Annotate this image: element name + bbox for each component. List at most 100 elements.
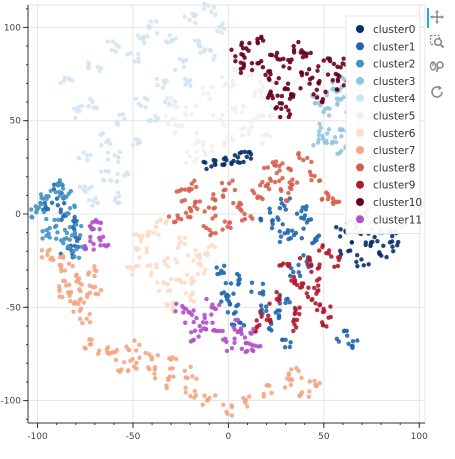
data-point-cluster6 (197, 252, 202, 258)
legend-label-cluster6[interactable]: cluster6 (373, 128, 416, 140)
data-point-cluster11 (104, 244, 109, 249)
box-zoom-tool-button[interactable] (426, 31, 448, 53)
data-point-cluster11 (181, 310, 186, 315)
legend-label-cluster11[interactable]: cluster11 (373, 214, 422, 226)
data-point-cluster4 (141, 34, 146, 39)
data-point-cluster1 (308, 217, 314, 222)
data-point-cluster0 (224, 157, 229, 163)
data-point-cluster4 (71, 106, 76, 111)
legend-label-cluster4[interactable]: cluster4 (373, 93, 416, 105)
legend-label-cluster2[interactable]: cluster2 (373, 59, 415, 71)
data-point-cluster11 (181, 305, 187, 311)
data-point-cluster6 (124, 265, 130, 270)
legend-label-cluster3[interactable]: cluster3 (373, 76, 415, 88)
data-point-cluster1 (264, 308, 269, 314)
data-point-cluster4 (77, 184, 83, 190)
data-point-cluster8 (260, 196, 265, 202)
wheel-zoom-tool-button[interactable] (426, 56, 448, 78)
data-point-cluster1 (276, 313, 282, 318)
data-point-cluster8 (263, 183, 268, 189)
data-point-cluster7 (39, 255, 45, 260)
data-point-cluster1 (288, 340, 293, 345)
data-point-cluster7 (145, 365, 151, 370)
data-point-cluster5 (200, 91, 206, 96)
data-point-cluster5 (249, 124, 254, 130)
data-point-cluster0 (361, 263, 366, 268)
data-point-cluster8 (261, 165, 267, 171)
data-point-cluster8 (277, 163, 282, 169)
data-point-cluster5 (209, 148, 215, 154)
legend-label-cluster9[interactable]: cluster9 (373, 180, 415, 192)
data-point-cluster6 (186, 253, 191, 258)
data-point-cluster7 (88, 341, 94, 347)
data-point-cluster10 (337, 74, 342, 79)
data-point-cluster4 (145, 34, 150, 39)
data-point-cluster10 (281, 64, 286, 69)
data-point-cluster7 (164, 385, 169, 391)
data-point-cluster3 (321, 109, 326, 115)
data-point-cluster11 (212, 327, 217, 333)
reset-tool-button[interactable] (426, 81, 448, 103)
refresh-icon (431, 85, 443, 98)
data-point-cluster4 (136, 56, 141, 61)
data-point-cluster5 (246, 132, 251, 137)
data-point-cluster3 (311, 142, 316, 148)
wheel-zoom-icon (429, 61, 444, 73)
data-point-cluster6 (206, 244, 212, 250)
data-point-cluster6 (151, 230, 157, 235)
data-point-cluster10 (341, 56, 346, 61)
data-point-cluster8 (211, 206, 216, 211)
data-point-cluster7 (229, 413, 235, 418)
legend-label-cluster0[interactable]: cluster0 (373, 24, 415, 36)
data-point-cluster10 (291, 92, 296, 97)
pan-tool-button[interactable] (426, 6, 448, 28)
data-point-cluster7 (62, 279, 68, 284)
data-point-cluster4 (156, 116, 161, 121)
data-point-cluster8 (297, 155, 302, 161)
data-point-cluster10 (265, 95, 271, 100)
data-point-cluster4 (196, 40, 202, 46)
data-point-cluster8 (280, 175, 285, 181)
data-point-cluster2 (30, 215, 35, 220)
data-point-cluster10 (335, 78, 341, 84)
data-point-cluster2 (40, 236, 45, 241)
data-point-cluster0 (244, 154, 249, 159)
legend-label-cluster8[interactable]: cluster8 (373, 162, 415, 174)
data-point-cluster1 (279, 201, 284, 206)
data-point-cluster1 (286, 236, 291, 242)
data-point-cluster2 (38, 200, 43, 206)
data-point-cluster1 (278, 234, 284, 239)
data-point-cluster4 (167, 33, 172, 38)
legend-label-cluster10[interactable]: cluster10 (373, 197, 422, 209)
data-point-cluster1 (51, 182, 57, 187)
y-tick-label: 0 (15, 210, 21, 220)
data-point-cluster11 (194, 315, 199, 321)
data-point-cluster2 (41, 209, 47, 215)
data-point-cluster11 (232, 327, 237, 332)
data-point-cluster4 (81, 150, 86, 155)
legend-label-cluster7[interactable]: cluster7 (373, 145, 415, 157)
data-point-cluster9 (299, 284, 305, 290)
data-point-cluster4 (102, 178, 107, 183)
data-point-cluster9 (306, 256, 311, 262)
legend-label-cluster5[interactable]: cluster5 (373, 111, 415, 123)
data-point-cluster2 (65, 244, 71, 249)
data-point-cluster11 (173, 309, 178, 314)
data-point-cluster10 (273, 54, 279, 59)
data-point-cluster5 (246, 128, 252, 134)
data-point-cluster5 (209, 143, 215, 149)
data-point-cluster8 (206, 205, 212, 210)
data-point-cluster10 (246, 48, 251, 53)
data-point-cluster4 (155, 82, 160, 88)
data-point-cluster4 (161, 78, 166, 83)
data-point-cluster4 (86, 63, 91, 68)
data-point-cluster1 (346, 341, 351, 347)
data-point-cluster5 (219, 75, 225, 80)
data-point-cluster5 (258, 79, 263, 85)
data-point-cluster2 (57, 189, 62, 195)
data-point-cluster1 (269, 225, 275, 231)
data-point-cluster4 (125, 172, 131, 177)
data-point-cluster5 (230, 78, 235, 83)
data-point-cluster7 (188, 393, 193, 399)
legend-label-cluster1[interactable]: cluster1 (373, 41, 415, 53)
